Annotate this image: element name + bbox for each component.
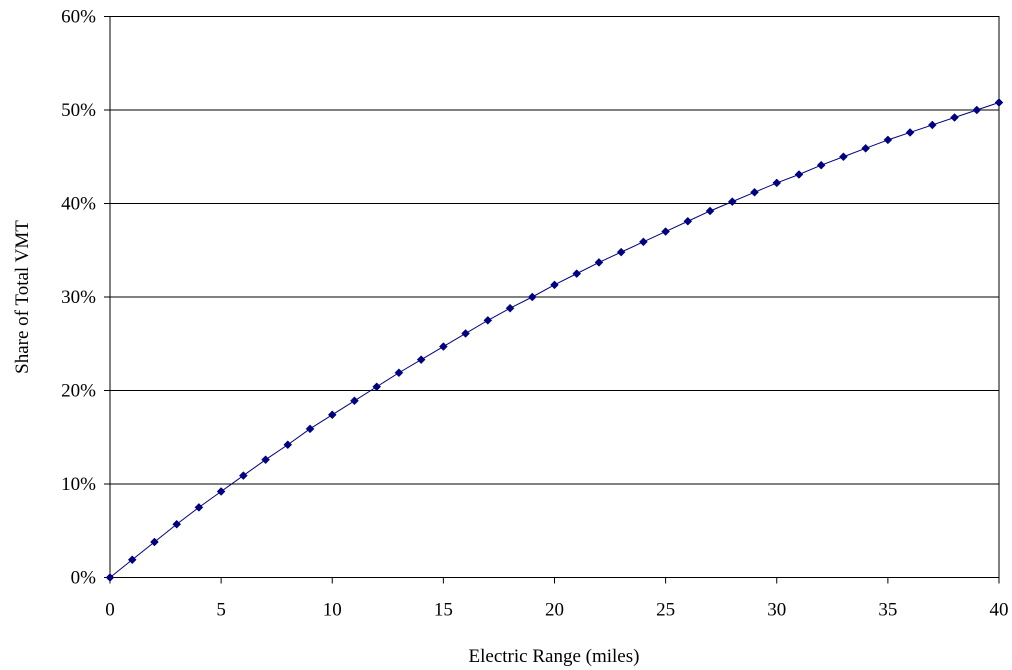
data-point-marker	[127, 555, 137, 565]
y-tick-label: 60%	[61, 7, 96, 28]
data-point-marker	[839, 152, 848, 162]
data-point-marker	[727, 197, 737, 206]
data-point-marker	[772, 178, 782, 188]
data-point-marker	[572, 269, 582, 278]
series-line	[109, 102, 1000, 578]
data-point-marker	[439, 342, 448, 351]
data-point-marker	[794, 170, 804, 179]
data-point-marker	[394, 368, 404, 378]
data-point-marker	[461, 329, 470, 338]
x-tick-label: 40	[990, 600, 1009, 621]
y-axis-title: Share of Total VMT	[12, 220, 33, 374]
data-point-marker	[172, 519, 182, 529]
data-point-marker	[705, 206, 715, 216]
x-tick-label: 30	[767, 600, 786, 621]
data-point-marker	[683, 216, 693, 226]
x-tick-label: 5	[216, 600, 226, 621]
x-tick-label: 25	[656, 600, 675, 621]
data-point-marker	[639, 237, 648, 247]
data-point-marker	[905, 128, 915, 137]
y-tick-label: 40%	[61, 194, 96, 215]
x-tick-label: 15	[434, 600, 453, 621]
data-point-marker	[416, 355, 426, 364]
data-point-marker	[750, 187, 759, 197]
x-axis-title: Electric Range (miles)	[469, 646, 640, 667]
y-tick-label: 50%	[61, 100, 96, 121]
x-tick-label: 20	[545, 600, 564, 621]
data-point-marker	[372, 382, 382, 392]
data-point-marker	[927, 120, 937, 130]
data-point-marker	[305, 424, 315, 434]
x-tick-label: 0	[105, 600, 115, 621]
data-point-marker	[972, 105, 982, 115]
data-point-marker	[616, 247, 626, 257]
data-point-marker	[105, 573, 115, 582]
data-point-marker	[505, 303, 515, 313]
y-tick-label: 10%	[61, 474, 96, 495]
data-point-marker	[550, 280, 559, 290]
data-point-marker	[883, 135, 893, 145]
data-point-marker	[350, 396, 359, 406]
data-point-marker	[216, 487, 226, 496]
series-markers	[105, 98, 1004, 582]
y-tick-label: 30%	[61, 287, 96, 308]
data-point-marker	[261, 455, 270, 465]
data-point-marker	[527, 292, 537, 302]
y-tick-label: 20%	[61, 381, 96, 402]
data-point-marker	[861, 143, 871, 153]
data-point-marker	[483, 316, 493, 325]
data-point-marker	[950, 113, 959, 122]
x-axis: 0 5 10 15 20 25 30 35 40	[105, 577, 1009, 621]
y-axis: 0% 10% 20% 30% 40% 50% 60%	[61, 7, 110, 589]
data-point-marker	[327, 410, 337, 420]
data-point-marker	[661, 227, 670, 236]
data-point-marker	[816, 160, 826, 170]
data-point-marker	[194, 503, 204, 512]
grid	[110, 109, 999, 485]
x-tick-label: 35	[878, 600, 897, 621]
y-tick-label: 0%	[71, 568, 97, 589]
data-point-marker	[238, 471, 248, 480]
data-point-marker	[283, 440, 293, 450]
data-point-marker	[594, 258, 604, 267]
x-tick-label: 10	[323, 600, 342, 621]
data-point-marker	[150, 537, 159, 547]
data-point-marker	[994, 98, 1004, 107]
